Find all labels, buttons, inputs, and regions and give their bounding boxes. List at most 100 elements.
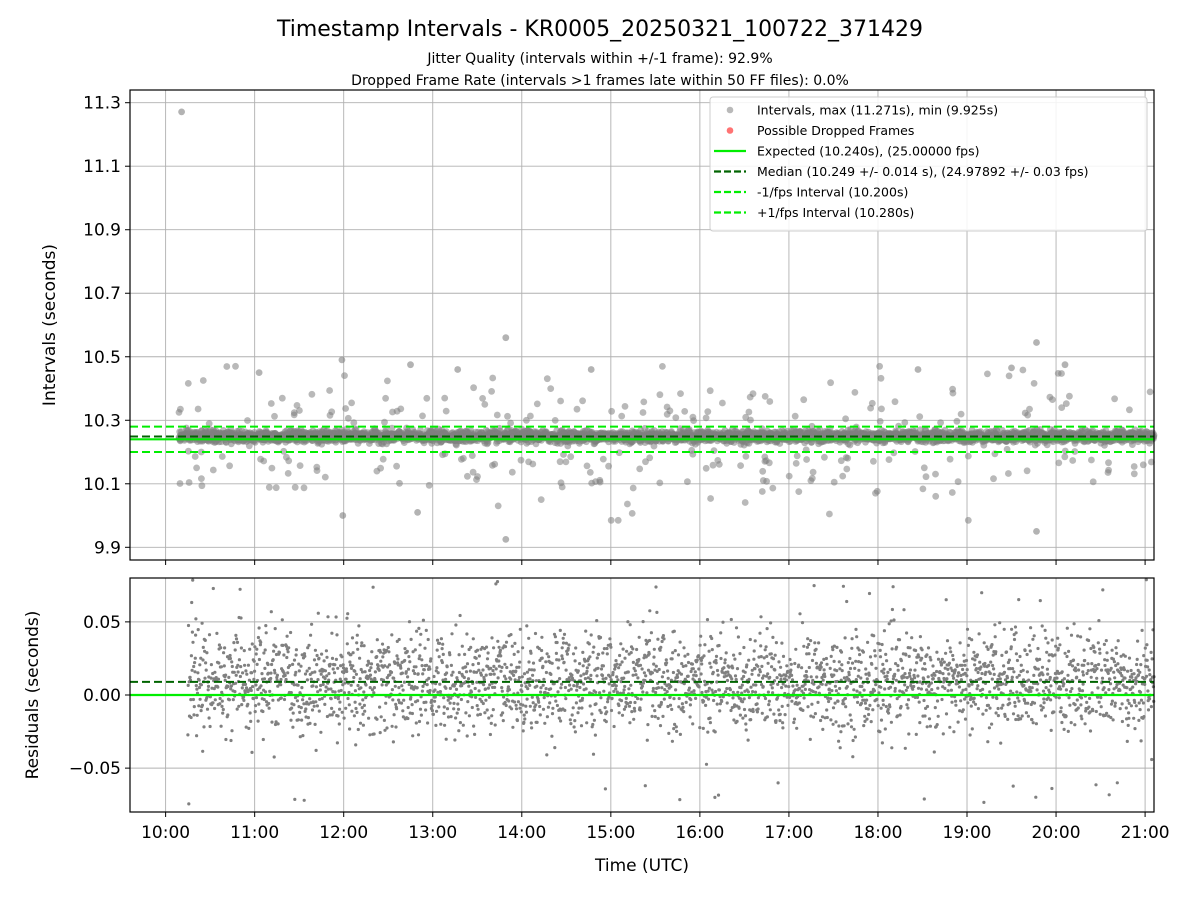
residual-point (204, 661, 208, 665)
residual-point (371, 585, 375, 589)
residual-point (257, 657, 261, 662)
legend-entry-label: +1/fps Interval (10.280s) (757, 205, 914, 220)
interval-point (543, 375, 551, 383)
interval-point (759, 477, 767, 484)
residual-point (400, 671, 404, 675)
residual-point (372, 691, 376, 695)
residual-point (254, 652, 258, 656)
residual-point (390, 688, 394, 692)
residual-point (284, 677, 288, 682)
residual-point (209, 676, 213, 680)
interval-point (964, 516, 972, 524)
residual-point (375, 638, 379, 642)
interval-point (508, 468, 516, 476)
residual-point (338, 700, 342, 704)
interval-point (382, 394, 389, 402)
interval-point (194, 405, 202, 413)
interval-point (984, 370, 991, 378)
interval-point (464, 472, 471, 480)
interval-point (268, 464, 276, 472)
residual-point (195, 734, 199, 738)
residual-point (309, 633, 313, 637)
interval-point (373, 467, 381, 475)
residual-point (277, 650, 281, 655)
residuals-panel: −0.050.000.05 10:00 11:00 12:00 13:00 14:00 1… (23, 577, 1170, 876)
residual-point (344, 706, 348, 710)
residual-point (420, 658, 424, 662)
interval-point (827, 379, 834, 387)
residual-point (282, 653, 286, 657)
residual-point (418, 654, 422, 658)
interval-point (529, 460, 537, 468)
interval-point (702, 414, 710, 422)
residual-point (379, 715, 383, 719)
residual-point (264, 624, 268, 628)
interval-point (267, 400, 275, 407)
residual-point (330, 631, 334, 635)
residual-point (192, 713, 196, 717)
residual-point (290, 706, 294, 710)
residual-point (235, 640, 240, 645)
residual-point (226, 684, 230, 689)
residual-point (368, 668, 372, 673)
interval-point (672, 414, 680, 422)
interval-point (1005, 470, 1012, 477)
residual-point (373, 670, 377, 674)
residual-point (191, 578, 195, 582)
residual-point (380, 642, 385, 646)
interval-point (260, 457, 268, 465)
residual-point (441, 652, 445, 657)
residual-point (390, 633, 394, 637)
interval-point (185, 479, 193, 486)
interval-point (326, 387, 333, 394)
residual-point (406, 705, 410, 710)
residual-point (211, 701, 215, 705)
residual-point (209, 663, 213, 667)
residual-point (420, 664, 424, 668)
interval-point (442, 407, 450, 415)
residual-point (319, 730, 323, 734)
interval-point (877, 374, 885, 382)
interval-point (1130, 470, 1138, 478)
residual-point (211, 586, 215, 591)
interval-point (493, 411, 501, 419)
residual-point (444, 737, 448, 741)
residual-point (289, 691, 293, 695)
interval-point (618, 412, 626, 420)
interval-point (873, 487, 881, 495)
residual-point (401, 709, 405, 713)
residual-point (216, 685, 220, 689)
residual-point (220, 699, 224, 703)
interval-point (621, 403, 629, 410)
residual-point (328, 662, 332, 666)
residual-point (259, 684, 263, 688)
intervals-x-tickmarks (165, 560, 1146, 565)
residual-point (213, 706, 217, 711)
interval-point (1019, 366, 1027, 374)
residual-point (354, 706, 358, 711)
residual-point (221, 707, 225, 712)
residual-point (202, 725, 206, 729)
interval-point (468, 452, 476, 459)
residual-point (441, 642, 445, 646)
interval-point (742, 453, 750, 460)
interval-point (639, 409, 647, 416)
residual-point (385, 726, 389, 730)
residual-point (250, 671, 254, 675)
residual-point (389, 670, 394, 675)
interval-point (396, 479, 403, 487)
interval-point (296, 462, 304, 469)
residual-point (286, 650, 290, 654)
legend-entry-label: -1/fps Interval (10.200s) (757, 185, 908, 200)
residual-point (438, 682, 442, 686)
interval-point (608, 407, 615, 415)
legend-entry-label: Possible Dropped Frames (757, 123, 914, 138)
interval-point (706, 387, 714, 395)
interval-point (326, 411, 334, 419)
residual-point (321, 682, 325, 687)
residual-point (246, 663, 250, 667)
residual-point (354, 743, 358, 747)
residual-point (243, 682, 248, 687)
residual-point (356, 683, 360, 688)
interval-point (1030, 380, 1038, 387)
